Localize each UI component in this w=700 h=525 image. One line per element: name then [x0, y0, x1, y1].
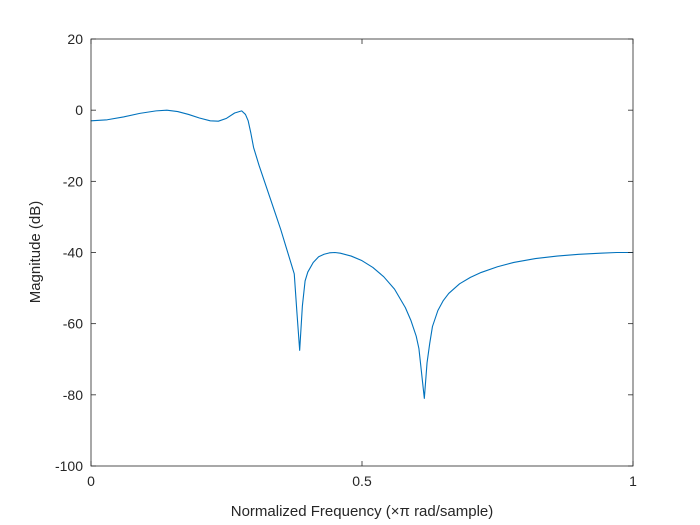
y-tick-label: -100: [55, 458, 83, 474]
y-tick-label: -60: [63, 316, 83, 332]
plot-area: [91, 39, 633, 466]
y-tick-label: -80: [63, 387, 83, 403]
y-tick-label: -20: [63, 173, 83, 189]
series-line-0: [90, 109, 634, 399]
y-tick-label: -40: [63, 245, 83, 261]
x-tick-label: 0: [87, 473, 95, 489]
y-axis-label: Magnitude (dB): [27, 201, 44, 304]
x-axis-label: Normalized Frequency (×π rad/sample): [231, 503, 494, 520]
x-tick-label: 0.5: [352, 473, 372, 489]
series-layer: [90, 109, 634, 399]
y-tick-label: 0: [75, 102, 83, 118]
x-tick-label: 1: [629, 473, 637, 489]
y-tick-label: 20: [67, 31, 83, 47]
ticks-layer: 0 0.5 1 20 0 -20 -40 -60 -80 -100: [55, 31, 637, 489]
